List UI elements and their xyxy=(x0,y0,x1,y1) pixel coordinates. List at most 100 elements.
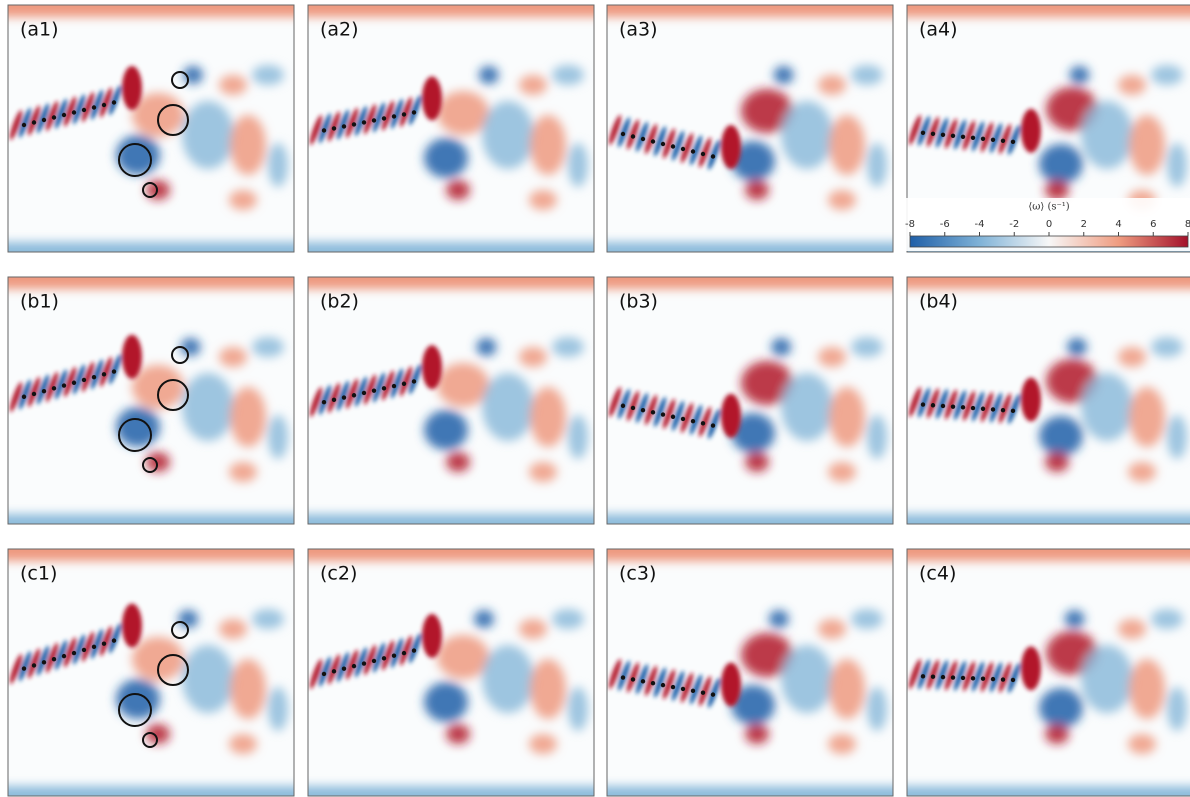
vortex xyxy=(252,609,284,629)
top-shear xyxy=(897,539,1190,561)
vortex xyxy=(1039,688,1083,728)
colorbar-label: ⟨ω⟩ (s⁻¹) xyxy=(1028,202,1069,213)
foil-dot xyxy=(1001,139,1005,143)
foil-dot xyxy=(951,404,955,408)
vortex xyxy=(446,724,470,744)
vortex xyxy=(424,410,468,450)
vortex xyxy=(1151,609,1183,629)
vortex xyxy=(482,101,534,169)
top-shear xyxy=(597,539,903,561)
foil-dot xyxy=(62,383,66,387)
vortex xyxy=(482,373,534,441)
foil-dot xyxy=(701,152,705,156)
vortex xyxy=(229,462,257,482)
foil-dot xyxy=(671,144,675,148)
colorbar-tick-label: 0 xyxy=(1046,219,1052,230)
vortex xyxy=(828,190,856,210)
foil-dot xyxy=(22,395,26,399)
vortex xyxy=(745,180,769,200)
vortex xyxy=(818,619,846,639)
foil-dot xyxy=(42,118,46,122)
foil-dot xyxy=(991,677,995,681)
foil-dot xyxy=(661,683,665,687)
panel-label: (b3) xyxy=(619,291,658,313)
vortex xyxy=(552,65,584,85)
vortex xyxy=(1081,101,1133,169)
foil-dot xyxy=(82,378,86,382)
vortex xyxy=(745,452,769,472)
vortex xyxy=(771,338,791,356)
vortex xyxy=(568,143,588,187)
vortex xyxy=(482,645,534,713)
vortex xyxy=(829,387,865,447)
foil-dot xyxy=(981,137,985,141)
foil-dot xyxy=(941,675,945,679)
top-shear xyxy=(897,0,1190,17)
vortex xyxy=(116,407,160,447)
foil-dot xyxy=(711,692,715,696)
foil-dot xyxy=(691,689,695,693)
foil-dot xyxy=(971,406,975,410)
vortex xyxy=(1067,338,1087,356)
vortex xyxy=(781,373,833,441)
top-shear xyxy=(298,267,604,289)
foil-dot xyxy=(332,398,336,402)
vortex xyxy=(230,115,266,175)
foil-dot xyxy=(52,657,56,661)
panel-label: (b4) xyxy=(919,291,958,313)
vortex xyxy=(230,387,266,447)
foil-dot xyxy=(402,112,406,116)
vortex xyxy=(476,338,496,356)
foil-dot xyxy=(92,645,96,649)
foil-dot xyxy=(42,389,46,393)
foil-dot xyxy=(971,676,975,680)
foil-dot xyxy=(22,666,26,670)
vortex xyxy=(529,190,557,210)
vortex xyxy=(230,659,266,719)
colorbar-tick-label: 8 xyxy=(1185,219,1190,230)
vortex xyxy=(1081,645,1133,713)
colorbar-tick-label: 4 xyxy=(1115,219,1121,230)
bottom-shear xyxy=(597,786,903,797)
panel-label: (c4) xyxy=(919,563,956,585)
vortex xyxy=(1045,724,1069,744)
foil-dot xyxy=(102,372,106,376)
vortex xyxy=(219,619,247,639)
tip-vortex xyxy=(721,125,741,169)
vortex xyxy=(182,101,234,169)
foil-dot xyxy=(372,118,376,122)
bottom-shear xyxy=(0,786,304,797)
colorbar-tick-label: 2 xyxy=(1081,219,1087,230)
panel-label: (a2) xyxy=(320,19,359,41)
foil-dot xyxy=(82,108,86,112)
colorbar-tick-label: -2 xyxy=(1009,219,1019,230)
foil-dot xyxy=(382,116,386,120)
foil-dot xyxy=(941,404,945,408)
foil-dot xyxy=(62,113,66,117)
vortex xyxy=(781,101,833,169)
foil-dot xyxy=(102,642,106,646)
foil-dot xyxy=(711,154,715,158)
top-shear xyxy=(597,0,903,17)
vortex xyxy=(268,415,288,459)
top-shear xyxy=(0,539,304,561)
vortex xyxy=(851,609,883,629)
vortex xyxy=(829,659,865,719)
tip-vortex xyxy=(1021,378,1041,422)
foil-dot xyxy=(701,691,705,695)
vortex xyxy=(851,337,883,357)
foil-dot xyxy=(92,105,96,109)
foil-dot xyxy=(72,381,76,385)
vortex xyxy=(132,365,184,409)
foil-dot xyxy=(342,124,346,128)
foil-dot xyxy=(382,386,386,390)
bottom-shear xyxy=(298,786,604,797)
vortex xyxy=(229,190,257,210)
foil-dot xyxy=(971,136,975,140)
colorbar-tick-label: -6 xyxy=(940,219,950,230)
tip-vortex xyxy=(422,614,442,658)
vortex xyxy=(529,462,557,482)
colorbar-tick-label: -4 xyxy=(975,219,985,230)
foil-dot xyxy=(52,115,56,119)
panel-label: (c3) xyxy=(619,563,656,585)
